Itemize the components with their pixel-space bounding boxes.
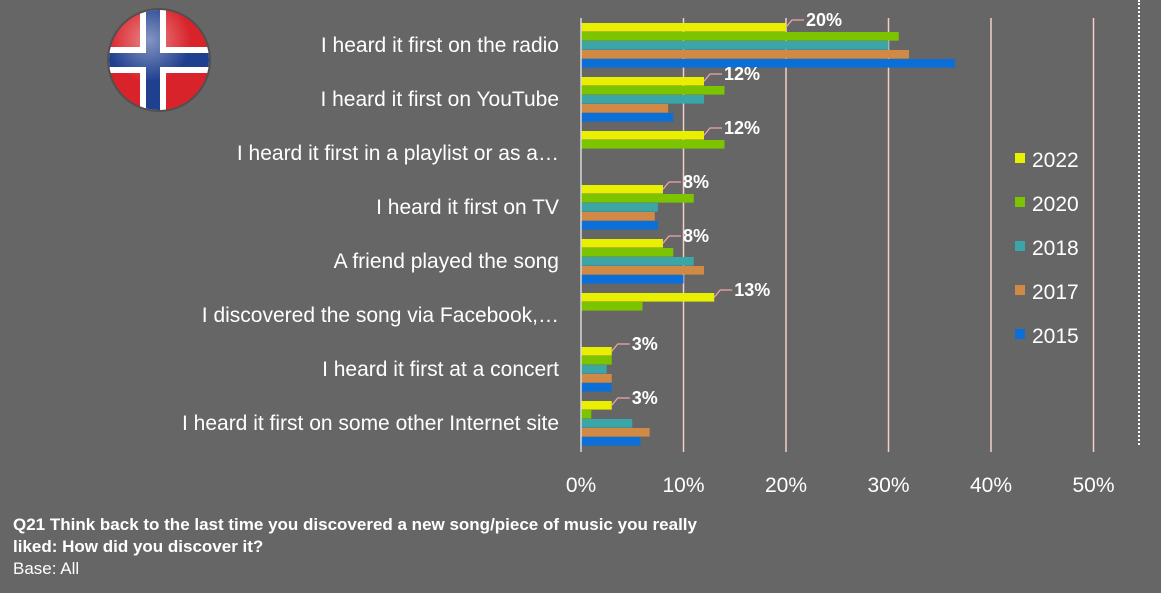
x-tick-label: 30% xyxy=(867,474,909,497)
bar-2018 xyxy=(581,365,607,374)
leader-line xyxy=(662,181,681,190)
legend-label: 2017 xyxy=(1032,281,1079,304)
bar-2018 xyxy=(581,257,694,266)
bar-2015 xyxy=(581,59,956,68)
bar-2018 xyxy=(581,95,704,104)
bar-2020 xyxy=(581,86,725,95)
bar-2015 xyxy=(581,437,641,446)
x-tick-label: 50% xyxy=(1072,474,1114,497)
legend-swatch xyxy=(1015,285,1025,295)
category-label: A friend played the song xyxy=(334,250,559,273)
data-label: 3% xyxy=(632,388,658,408)
bar-2017 xyxy=(581,428,650,437)
legend-label: 2022 xyxy=(1032,149,1079,172)
x-tick-label: 40% xyxy=(970,474,1012,497)
data-labels: 20% 12% 12% 8% 8% 13% 3% 3% xyxy=(611,10,842,408)
data-label: 20% xyxy=(806,10,842,30)
data-label: 8% xyxy=(683,172,709,192)
bar-2018 xyxy=(581,419,633,428)
bar-2017 xyxy=(581,266,704,275)
legend-label: 2018 xyxy=(1032,237,1079,260)
category-label: I heard it first on some other Internet … xyxy=(182,412,559,435)
bar-2017 xyxy=(581,212,655,221)
legend-label: 2020 xyxy=(1032,193,1079,216)
category-label: I discovered the song via Facebook,… xyxy=(202,304,559,327)
bar-2022 xyxy=(581,347,612,356)
category-label: I heard it first on TV xyxy=(376,196,559,219)
base-text: Base: All xyxy=(13,559,80,578)
norway-flag-icon xyxy=(107,8,211,112)
bar-2015 xyxy=(581,275,684,284)
leader-line xyxy=(611,343,630,352)
leader-line xyxy=(611,397,630,406)
leader-line xyxy=(703,73,722,82)
legend-swatch xyxy=(1015,197,1025,207)
bar-2017 xyxy=(581,50,909,59)
question-text: Q21 Think back to the last time you disc… xyxy=(13,515,697,556)
legend-label: 2015 xyxy=(1032,325,1079,348)
legend-swatch xyxy=(1015,241,1025,251)
legend-swatch xyxy=(1015,329,1025,339)
data-label: 3% xyxy=(632,334,658,354)
bar-2017 xyxy=(581,104,669,113)
leader-line xyxy=(785,19,804,28)
bar-2020 xyxy=(581,302,643,311)
bar-chart: I heard it first on the radio I heard it … xyxy=(107,8,1115,497)
bar-2022 xyxy=(581,131,704,140)
leader-line xyxy=(703,127,722,136)
bar-2015 xyxy=(581,113,674,122)
bar-2018 xyxy=(581,203,658,212)
data-label: 8% xyxy=(683,226,709,246)
bar-2020 xyxy=(581,32,899,41)
category-label: I heard it first at a concert xyxy=(322,358,559,381)
bar-2020 xyxy=(581,410,592,419)
bar-2020 xyxy=(581,194,694,203)
bar-2022 xyxy=(581,77,704,86)
data-label: 13% xyxy=(734,280,770,300)
x-tick-labels: 0% 10% 20% 30% 40% 50% xyxy=(566,474,1115,497)
bar-2018 xyxy=(581,41,889,50)
leader-line xyxy=(713,289,733,298)
leader-line xyxy=(662,235,681,244)
bar-2022 xyxy=(581,185,663,194)
gridlines xyxy=(682,18,1095,452)
category-label: I heard it first on the radio xyxy=(321,34,559,57)
legend: 2022 2020 2018 2017 2015 xyxy=(1015,149,1079,348)
data-label: 12% xyxy=(724,118,760,138)
bar-2022 xyxy=(581,293,715,302)
category-label: I heard it first on YouTube xyxy=(320,88,559,111)
footer-note: Q21 Think back to the last time you disc… xyxy=(13,514,713,580)
bar-2020 xyxy=(581,248,674,257)
x-tick-label: 20% xyxy=(765,474,807,497)
x-tick-label: 10% xyxy=(662,474,704,497)
bar-2015 xyxy=(581,221,658,230)
category-label: I heard it first in a playlist or as a… xyxy=(237,142,559,165)
x-tick-label: 0% xyxy=(566,474,596,497)
data-label: 12% xyxy=(724,64,760,84)
legend-swatch xyxy=(1015,153,1025,163)
bar-2017 xyxy=(581,374,612,383)
bar-2022 xyxy=(581,401,612,410)
category-labels: I heard it first on the radio I heard it … xyxy=(182,34,559,435)
bar-2022 xyxy=(581,239,663,248)
bar-2015 xyxy=(581,383,612,392)
bar-2020 xyxy=(581,356,612,365)
bars xyxy=(581,23,956,446)
bar-2020 xyxy=(581,140,725,149)
bar-2022 xyxy=(581,23,786,32)
divider-line xyxy=(1138,0,1140,445)
